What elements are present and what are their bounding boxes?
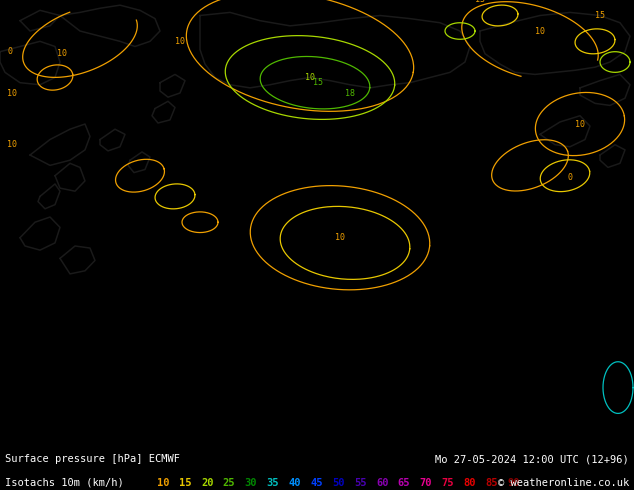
- Text: 75: 75: [441, 478, 454, 488]
- Text: Mo 27-05-2024 12:00 UTC (12+96): Mo 27-05-2024 12:00 UTC (12+96): [435, 454, 629, 465]
- Text: 45: 45: [310, 478, 323, 488]
- Text: 0: 0: [567, 173, 573, 182]
- Text: 40: 40: [288, 478, 301, 488]
- Text: 15: 15: [179, 478, 191, 488]
- Text: 15: 15: [313, 78, 323, 87]
- Text: Surface pressure [hPa] ECMWF: Surface pressure [hPa] ECMWF: [5, 454, 180, 465]
- Text: 55: 55: [354, 478, 366, 488]
- Text: 80: 80: [463, 478, 476, 488]
- Text: 10: 10: [305, 73, 315, 82]
- Text: © weatheronline.co.uk: © weatheronline.co.uk: [498, 478, 629, 488]
- Text: 10: 10: [575, 120, 585, 128]
- Text: 15: 15: [475, 0, 485, 4]
- Text: 10: 10: [7, 89, 17, 98]
- Text: 65: 65: [398, 478, 410, 488]
- Text: 25: 25: [223, 478, 235, 488]
- Text: 30: 30: [245, 478, 257, 488]
- Text: 10: 10: [7, 140, 17, 149]
- Text: 90: 90: [507, 478, 520, 488]
- Text: 10: 10: [335, 233, 345, 242]
- Text: 0: 0: [8, 47, 13, 56]
- Text: 70: 70: [420, 478, 432, 488]
- Text: 10: 10: [57, 49, 67, 58]
- Text: 85: 85: [485, 478, 498, 488]
- Text: 15: 15: [595, 11, 605, 20]
- Text: 10: 10: [157, 478, 170, 488]
- Text: Isotachs 10m (km/h): Isotachs 10m (km/h): [5, 478, 124, 488]
- Text: 50: 50: [332, 478, 345, 488]
- Text: 10: 10: [175, 37, 185, 46]
- Text: 20: 20: [201, 478, 214, 488]
- Text: 60: 60: [376, 478, 389, 488]
- Text: 35: 35: [266, 478, 279, 488]
- Text: 18: 18: [345, 89, 355, 98]
- Text: 10: 10: [535, 26, 545, 35]
